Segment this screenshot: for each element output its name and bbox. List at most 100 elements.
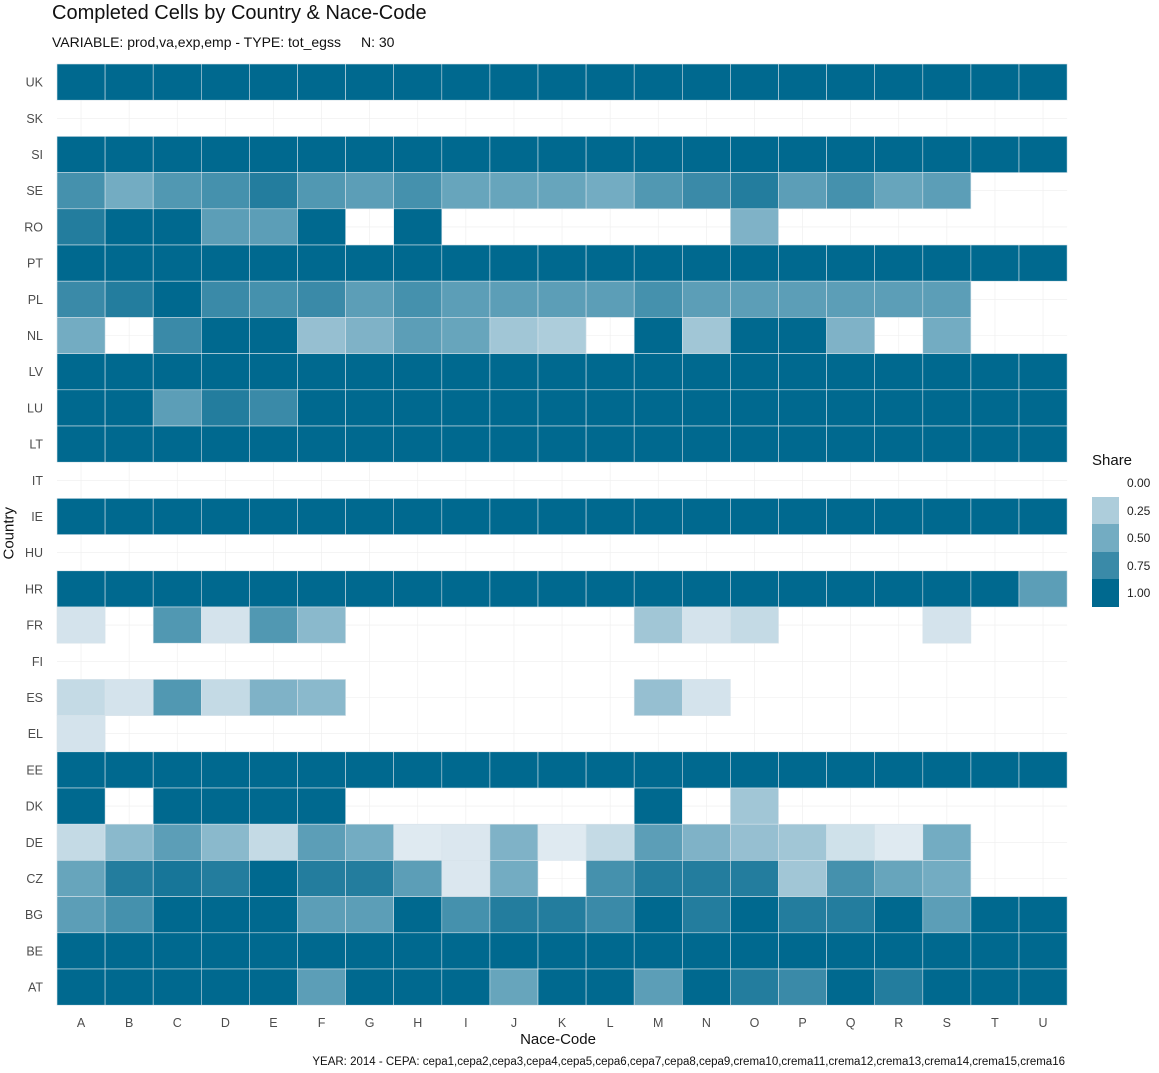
heatmap-cell	[441, 968, 491, 1006]
heatmap-cell	[585, 244, 635, 282]
heatmap-cell	[297, 425, 346, 463]
heatmap-cell	[56, 968, 106, 1006]
heatmap-cell	[297, 280, 346, 318]
heatmap-cell	[633, 932, 683, 970]
legend-swatch	[1092, 524, 1119, 552]
x-tick-label: R	[894, 1016, 903, 1030]
x-tick-label: S	[943, 1016, 951, 1030]
heatmap-cell	[152, 679, 202, 716]
legend-swatch	[1092, 496, 1119, 524]
heatmap-cell	[345, 823, 395, 861]
heatmap-cell	[441, 896, 491, 934]
heatmap-cell	[56, 208, 106, 246]
heatmap-cell	[249, 968, 298, 1006]
heatmap-cell	[874, 823, 924, 861]
heatmap-cell	[297, 389, 346, 427]
y-tick-label: AT	[28, 981, 43, 995]
y-tick-label: SE	[26, 184, 43, 198]
legend-swatch	[1092, 579, 1119, 607]
y-tick-label: BG	[25, 908, 43, 922]
heatmap-cell	[489, 172, 539, 210]
heatmap-cell	[633, 244, 683, 282]
y-tick-label: DK	[26, 800, 44, 814]
heatmap-cell	[1018, 932, 1068, 970]
heatmap-cell	[970, 244, 1020, 282]
heatmap-cell	[585, 860, 635, 897]
heatmap-cell	[585, 280, 635, 318]
heatmap-cell	[730, 932, 779, 970]
heatmap-cell	[633, 498, 683, 535]
heatmap-cell	[249, 606, 298, 644]
y-tick-label: DE	[26, 836, 43, 850]
x-tick-label: C	[173, 1016, 182, 1030]
heatmap-cell	[681, 860, 731, 897]
heatmap-cell	[681, 570, 731, 608]
heatmap-cell	[104, 932, 154, 970]
heatmap-cell	[441, 172, 491, 210]
heatmap-cell	[1018, 896, 1068, 934]
heatmap-cell	[970, 136, 1020, 173]
heatmap-cell	[345, 570, 395, 608]
heatmap-cell	[778, 751, 827, 789]
heatmap-cell	[778, 425, 827, 463]
heatmap-cell	[345, 172, 395, 210]
heatmap-cell	[441, 63, 491, 101]
heatmap-cell	[56, 389, 106, 427]
heatmap-cell	[537, 425, 587, 463]
heatmap-cell	[874, 425, 924, 463]
heatmap-cell	[970, 425, 1020, 463]
y-tick-label: NL	[27, 329, 43, 343]
heatmap-cell	[1018, 389, 1068, 427]
y-tick-label: IE	[31, 510, 43, 524]
heatmap-cell	[826, 136, 875, 173]
heatmap-cell	[778, 353, 827, 391]
heatmap-cell	[56, 679, 106, 716]
heatmap-cell	[56, 860, 106, 897]
x-tick-label: F	[318, 1016, 326, 1030]
heatmap-cell	[681, 679, 731, 716]
heatmap-cell	[201, 679, 250, 716]
heatmap-cell	[970, 353, 1020, 391]
heatmap-cell	[345, 63, 395, 101]
heatmap-cell	[730, 172, 779, 210]
heatmap-cell	[152, 787, 202, 825]
heatmap-cell	[393, 896, 443, 934]
heatmap-cell	[633, 787, 683, 825]
heatmap-cell	[345, 280, 395, 318]
heatmap-cell	[826, 860, 875, 897]
heatmap-cell	[681, 896, 731, 934]
heatmap-cell	[826, 317, 875, 354]
heatmap-cell	[681, 823, 731, 861]
heatmap-cell	[922, 860, 972, 897]
legend-label: 1.00	[1127, 586, 1151, 600]
heatmap-cell	[633, 317, 683, 354]
heatmap-cell	[874, 280, 924, 318]
heatmap-cell	[56, 317, 106, 354]
heatmap-cell	[104, 498, 154, 535]
heatmap-cell	[56, 932, 106, 970]
heatmap-cell	[874, 860, 924, 897]
heatmap-cell	[681, 136, 731, 173]
heatmap-cell	[201, 823, 250, 861]
heatmap-cell	[1018, 244, 1068, 282]
heatmap-cell	[922, 136, 972, 173]
heatmap-cell	[778, 498, 827, 535]
heatmap-cell	[104, 136, 154, 173]
heatmap-cell	[393, 208, 443, 246]
y-tick-label: LU	[27, 401, 43, 415]
heatmap-cell	[874, 353, 924, 391]
x-tick-label: H	[413, 1016, 422, 1030]
heatmap-cell	[537, 244, 587, 282]
heatmap-cell	[297, 570, 346, 608]
heatmap-cell	[393, 570, 443, 608]
heatmap-cell	[537, 570, 587, 608]
heatmap-cell	[152, 498, 202, 535]
heatmap-cell	[681, 389, 731, 427]
heatmap-cell	[922, 317, 972, 354]
heatmap-cell	[585, 751, 635, 789]
heatmap-cell	[922, 280, 972, 318]
heatmap-cell	[152, 136, 202, 173]
heatmap-cell	[778, 823, 827, 861]
heatmap-cell	[585, 63, 635, 101]
heatmap-cell	[874, 498, 924, 535]
